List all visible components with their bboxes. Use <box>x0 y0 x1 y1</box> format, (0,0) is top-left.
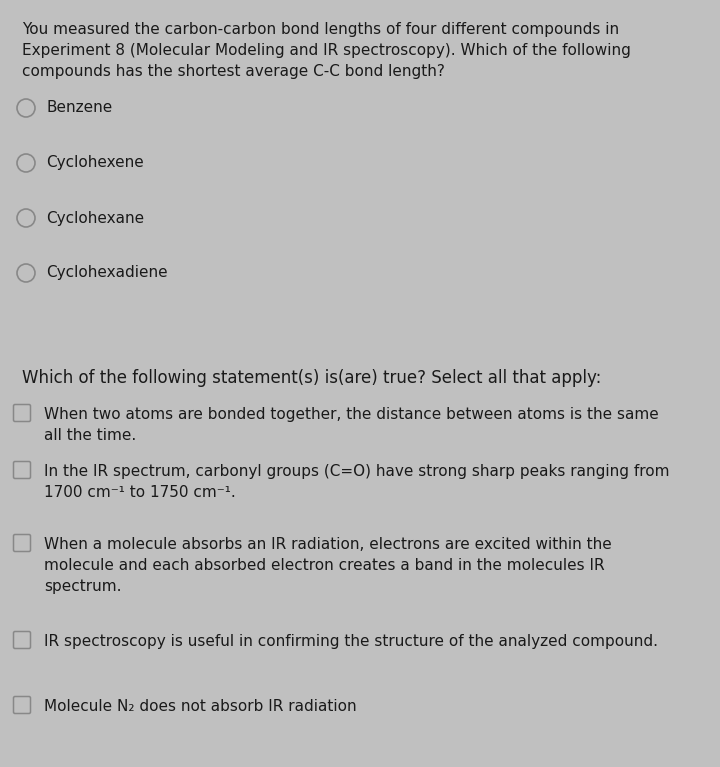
Text: Molecule N₂ does not absorb IR radiation: Molecule N₂ does not absorb IR radiation <box>44 699 356 714</box>
Text: Cyclohexane: Cyclohexane <box>46 210 144 225</box>
Text: When a molecule absorbs an IR radiation, electrons are excited within the
molecu: When a molecule absorbs an IR radiation,… <box>44 537 612 594</box>
Text: When two atoms are bonded together, the distance between atoms is the same
all t: When two atoms are bonded together, the … <box>44 407 659 443</box>
Text: You measured the carbon-carbon bond lengths of four different compounds in
Exper: You measured the carbon-carbon bond leng… <box>22 22 631 79</box>
Text: In the IR spectrum, carbonyl groups (C=O) have strong sharp peaks ranging from
1: In the IR spectrum, carbonyl groups (C=O… <box>44 464 670 500</box>
Text: Which of the following statement(s) is(are) true? Select all that apply:: Which of the following statement(s) is(a… <box>22 369 601 387</box>
Text: Cyclohexene: Cyclohexene <box>46 156 144 170</box>
Text: IR spectroscopy is useful in confirming the structure of the analyzed compound.: IR spectroscopy is useful in confirming … <box>44 634 658 649</box>
Text: Benzene: Benzene <box>46 100 112 116</box>
Text: Cyclohexadiene: Cyclohexadiene <box>46 265 168 281</box>
